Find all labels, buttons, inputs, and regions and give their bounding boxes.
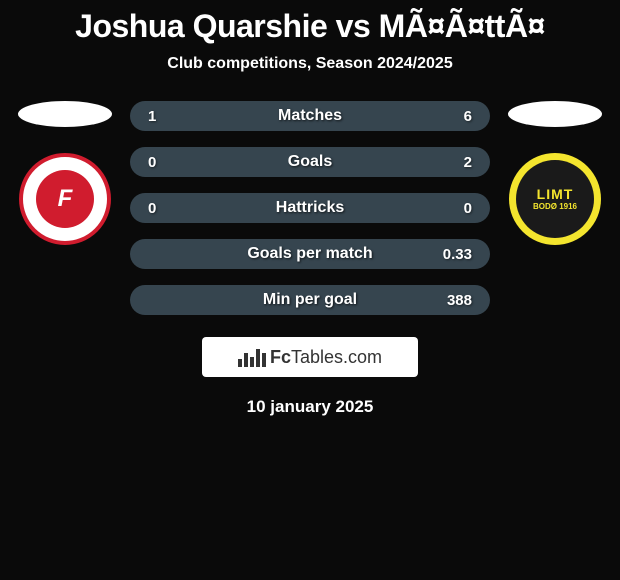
stat-label: Goals (288, 153, 332, 171)
right-club-badge: LIMT BODØ 1916 (509, 153, 601, 245)
right-oval-placeholder (508, 101, 602, 127)
stat-left-value: 0 (148, 200, 156, 217)
stat-label: Hattricks (276, 199, 344, 217)
stat-label: Goals per match (247, 245, 372, 263)
left-oval-placeholder (18, 101, 112, 127)
stat-label: Matches (278, 107, 342, 125)
right-column: LIMT BODØ 1916 (500, 101, 610, 245)
left-club-initial: F (36, 170, 94, 228)
stat-row-gpm: Goals per match 0.33 (130, 239, 490, 269)
date-text: 10 january 2025 (0, 397, 620, 417)
left-club-badge: F (19, 153, 111, 245)
left-column: F (10, 101, 120, 245)
left-club-letter: F (58, 185, 73, 213)
stats-column: 1 Matches 6 0 Goals 2 0 Hattricks 0 Goal… (130, 101, 490, 315)
page-title: Joshua Quarshie vs MÃ¤Ã¤ttÃ¤ (0, 8, 620, 45)
stat-left-value: 0 (148, 154, 156, 171)
stat-right-value: 388 (447, 292, 472, 309)
stat-right-value: 6 (464, 108, 472, 125)
comparison-card: Joshua Quarshie vs MÃ¤Ã¤ttÃ¤ Club compet… (0, 0, 620, 417)
right-club-inner: LIMT BODØ 1916 (516, 160, 594, 238)
brand-attribution[interactable]: FcTables.com (202, 337, 418, 377)
stat-right-value: 0 (464, 200, 472, 217)
brand-prefix: Fc (270, 347, 291, 367)
stat-left-value: 1 (148, 108, 156, 125)
stat-row-mpg: Min per goal 388 (130, 285, 490, 315)
right-club-top: LIMT (537, 187, 574, 201)
brand-text: FcTables.com (270, 347, 382, 368)
brand-suffix: Tables.com (291, 347, 382, 367)
stat-row-goals: 0 Goals 2 (130, 147, 490, 177)
stat-row-hattricks: 0 Hattricks 0 (130, 193, 490, 223)
stat-label: Min per goal (263, 291, 357, 309)
stat-row-matches: 1 Matches 6 (130, 101, 490, 131)
content-row: F 1 Matches 6 0 Goals 2 0 Hattricks 0 (0, 101, 620, 315)
stat-right-value: 0.33 (443, 246, 472, 263)
subtitle: Club competitions, Season 2024/2025 (0, 55, 620, 73)
right-club-bot: BODØ 1916 (533, 203, 577, 211)
chart-icon (238, 347, 266, 367)
stat-right-value: 2 (464, 154, 472, 171)
